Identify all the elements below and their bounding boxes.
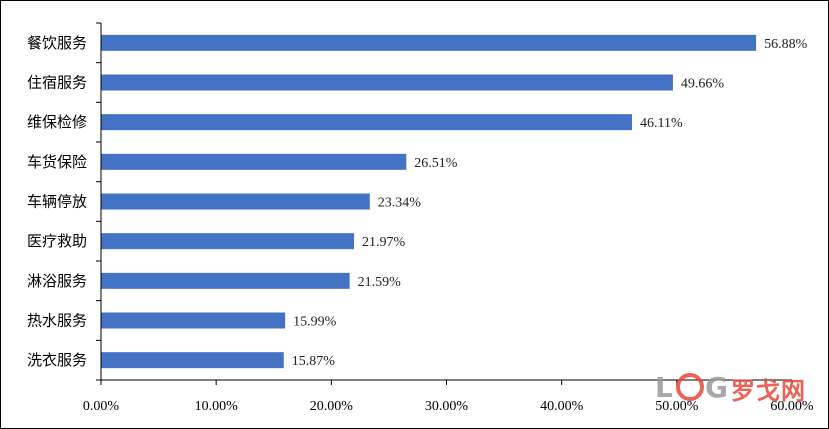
watermark-logo: L G 罗戈网 [653,369,823,405]
x-tick-label-1: 10.00% [195,399,239,414]
log-logo-icon: L G [655,371,728,404]
category-label-4: 车辆停放 [27,193,87,211]
value-label-2: 46.11% [640,116,683,131]
bar-4 [101,193,370,210]
category-label-2: 维保检修 [27,113,87,131]
x-tick-label-4: 40.00% [540,399,584,414]
category-label-6: 淋浴服务 [27,272,87,290]
bar-6 [101,272,350,289]
bar-7 [101,312,286,329]
category-label-1: 住宿服务 [27,74,87,92]
category-label-3: 车货保险 [27,153,87,171]
category-label-7: 热水服务 [27,312,87,330]
value-label-1: 49.66% [681,77,725,92]
category-label-5: 医疗救助 [27,232,87,250]
value-label-4: 23.34% [378,196,422,211]
bar-1 [101,74,673,91]
value-label-8: 15.87% [292,354,336,369]
bar-2 [101,114,633,131]
x-tick-label-6: 60.00% [770,399,814,414]
svg-text:L: L [655,371,673,403]
category-label-8: 洗衣服务 [27,351,87,369]
bar-0 [101,34,757,51]
x-tick-label-2: 20.00% [310,399,354,414]
bar-5 [101,233,355,250]
bars-layer [101,34,757,369]
value-label-0: 56.88% [764,37,808,52]
category-label-0: 餐饮服务 [27,34,87,52]
bar-3 [101,153,407,170]
value-label-5: 21.97% [362,235,406,250]
watermark-text: 罗戈网 [731,377,806,405]
svg-text:G: G [705,371,728,403]
value-labels-layer: 56.88% 49.66% 46.11% 26.51% 23.34% 21.97% 21.5… [292,37,808,369]
value-label-7: 15.99% [293,315,337,330]
axes-layer: 0.00% 10.00% 20.00% 30.00% 40.00% 50.00% 60.00… [83,22,814,414]
value-label-3: 26.51% [414,156,458,171]
x-tick-label-3: 30.00% [425,399,469,414]
x-tick-label-0: 0.00% [83,399,120,414]
value-label-6: 21.59% [358,275,402,290]
x-tick-label-5: 50.00% [655,399,699,414]
bar-8 [101,352,284,369]
